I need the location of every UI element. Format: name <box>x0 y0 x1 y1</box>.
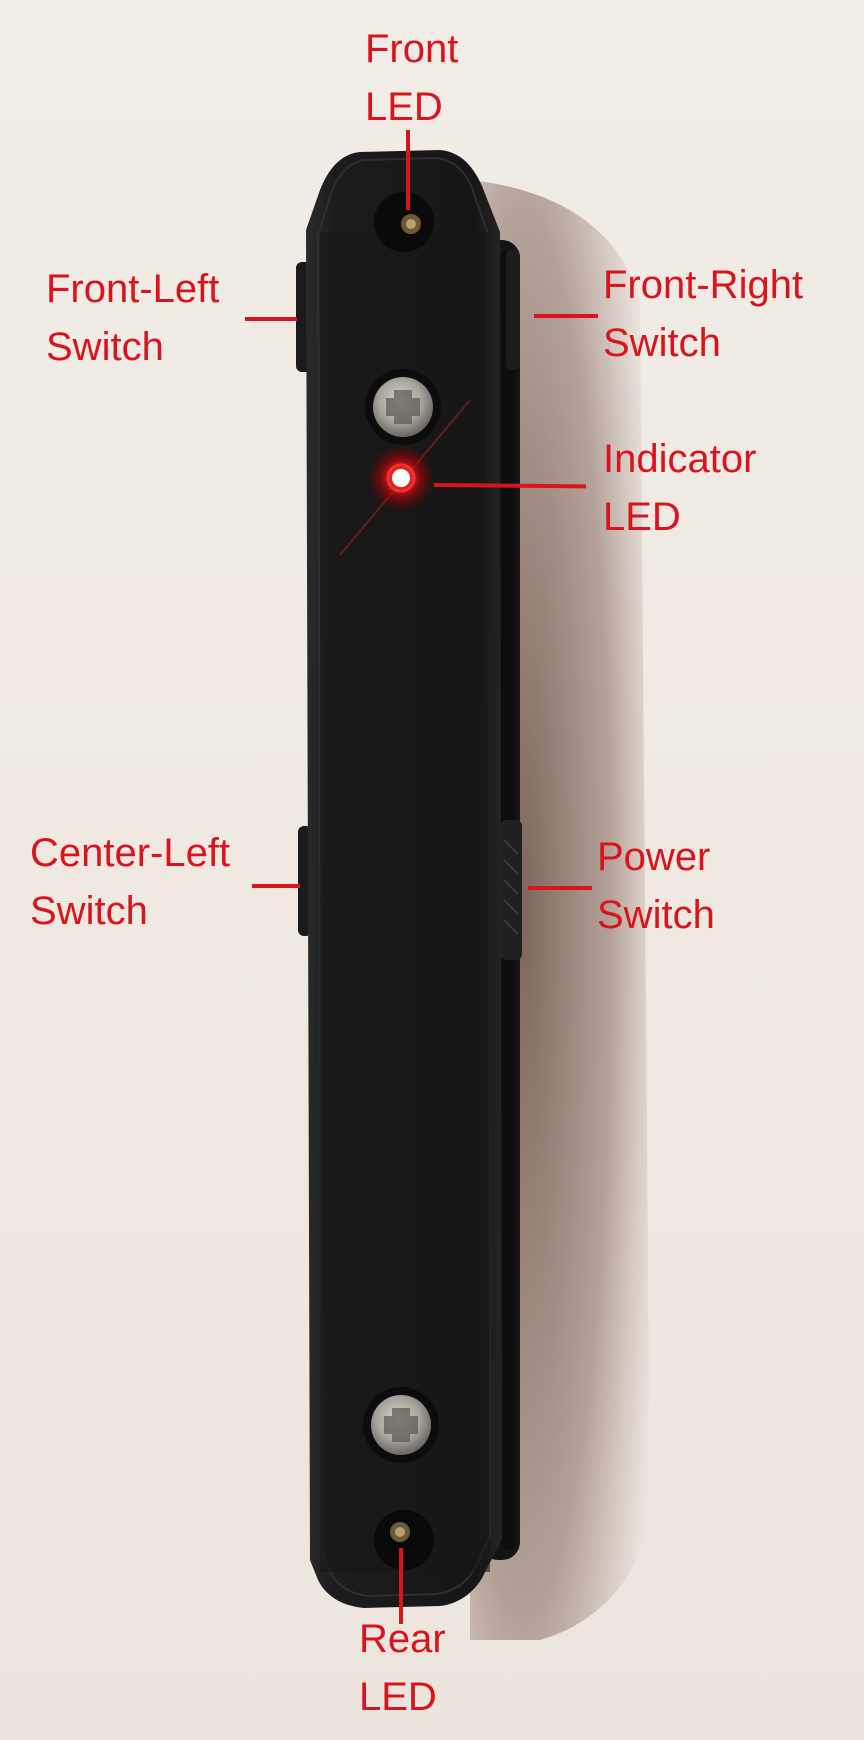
center-left-switch-label-line1: Center-Left <box>30 831 231 875</box>
front-led-label-line2: LED <box>365 85 443 129</box>
front-led-icon <box>374 192 434 252</box>
rear-led-label-line1: Rear <box>359 1617 446 1661</box>
indicator-led-icon <box>339 399 471 556</box>
front-right-switch-pointer <box>534 314 598 318</box>
front-led-label-line1: Front <box>365 27 459 71</box>
center-left-switch-label: Center-Left Switch <box>30 824 230 940</box>
rear-led-icon <box>374 1510 434 1570</box>
power-switch <box>500 820 522 960</box>
power-switch-pointer <box>528 886 592 890</box>
rear-led-label-line2: LED <box>359 1675 437 1719</box>
power-switch-label-line2: Switch <box>597 893 715 937</box>
center-left-switch-pointer <box>252 884 300 888</box>
rear-led-label: Rear LED <box>359 1610 446 1726</box>
front-led-label: Front LED <box>365 20 458 136</box>
center-left-switch-label-line2: Switch <box>30 889 148 933</box>
front-left-switch-label: Front-Left Switch <box>46 260 219 376</box>
indicator-led-label-line2: LED <box>603 495 681 539</box>
front-left-switch-label-line2: Switch <box>46 325 164 369</box>
screw-icon <box>363 1387 439 1463</box>
front-left-switch-pointer <box>245 317 297 321</box>
front-led-pointer <box>406 130 410 210</box>
indicator-led-label-line1: Indicator <box>603 437 757 481</box>
power-switch-label: Power Switch <box>597 828 715 944</box>
front-right-switch-label-line1: Front-Right <box>603 263 804 307</box>
front-right-switch <box>506 250 520 370</box>
indicator-led-label: Indicator LED <box>603 430 756 546</box>
front-right-switch-label: Front-Right Switch <box>603 256 803 372</box>
screw-icon <box>365 369 441 445</box>
rear-led-pointer <box>399 1548 403 1624</box>
front-right-switch-label-line2: Switch <box>603 321 721 365</box>
front-left-switch-label-line1: Front-Left <box>46 267 220 311</box>
power-switch-label-line1: Power <box>597 835 711 879</box>
